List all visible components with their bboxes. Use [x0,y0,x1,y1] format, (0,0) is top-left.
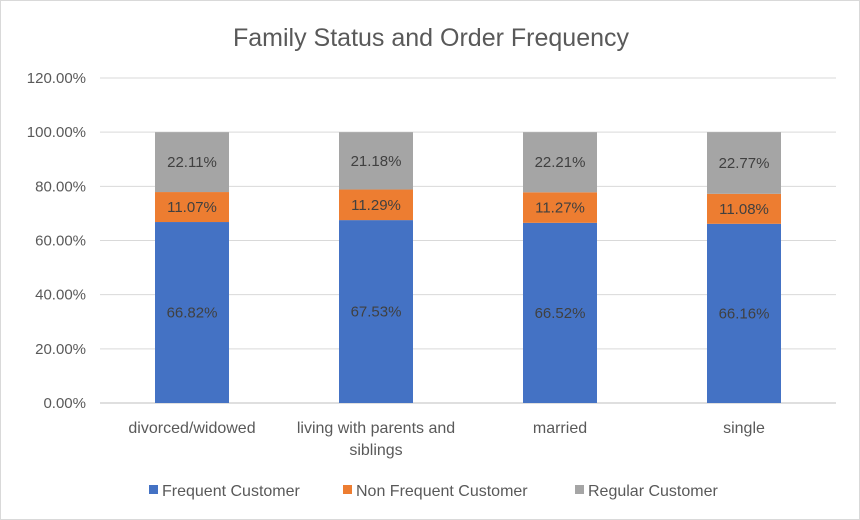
bar-segment [155,222,229,403]
category-label-line: siblings [349,442,402,459]
data-label: 21.18% [351,153,402,170]
legend-swatch [575,485,584,494]
category-label: single [723,420,765,437]
y-tick-label: 100.00% [27,124,86,141]
y-axis: 0.00% 20.00% 40.00% 60.00% 80.00% 100.00% 120.… [27,70,86,412]
category-label-line: married [533,420,587,437]
y-tick-label: 0.00% [43,395,86,412]
y-tick-label: 80.00% [35,178,86,195]
data-label: 66.52% [535,305,586,322]
data-label: 67.53% [351,304,402,321]
bar-segment [155,132,229,193]
legend-label: Frequent Customer [162,483,301,500]
y-tick-label: 20.00% [35,341,86,358]
data-label: 66.82% [167,305,218,322]
data-label: 11.08% [719,201,769,218]
bar-segment [707,132,781,194]
legend-label: Non Frequent Customer [356,483,528,500]
data-label: 22.77% [719,155,770,172]
data-label: 11.27% [535,200,585,217]
category-label-line: single [723,420,765,437]
legend-swatch [149,485,158,494]
bar-segment [707,223,781,403]
legend: Frequent Customer Non Frequent Customer Re… [149,483,719,500]
bar-segment [523,222,597,403]
data-labels: 66.82% 11.07% 22.11% 67.53% 11.29% 21.18% 66.5… [167,153,770,323]
bar-segment [339,220,413,403]
bar-segment [707,193,781,224]
y-tick-label: 120.00% [27,70,86,87]
category-label: divorced/widowed [128,420,255,437]
bar-segment [339,132,413,190]
category-label-line: living with parents and [297,420,455,437]
data-label: 11.07% [167,199,217,216]
legend-swatch [343,485,352,494]
data-label: 22.11% [167,154,217,171]
data-label: 11.29% [351,197,401,214]
legend-label: Regular Customer [588,483,719,500]
bar-segment [523,132,597,193]
y-tick-label: 60.00% [35,233,86,250]
x-axis: divorced/widowed living with parents and s… [128,420,765,459]
bar-segment [155,192,229,223]
y-tick-label: 40.00% [35,287,86,304]
data-label: 66.16% [719,305,770,322]
bar-segment [339,189,413,221]
category-label-line: divorced/widowed [128,420,255,437]
bars [155,132,781,403]
chart-title: Family Status and Order Frequency [233,24,629,52]
category-label: married [533,420,587,437]
bar-segment [523,192,597,223]
data-label: 22.21% [535,154,586,171]
category-label: living with parents and siblings [297,420,455,459]
